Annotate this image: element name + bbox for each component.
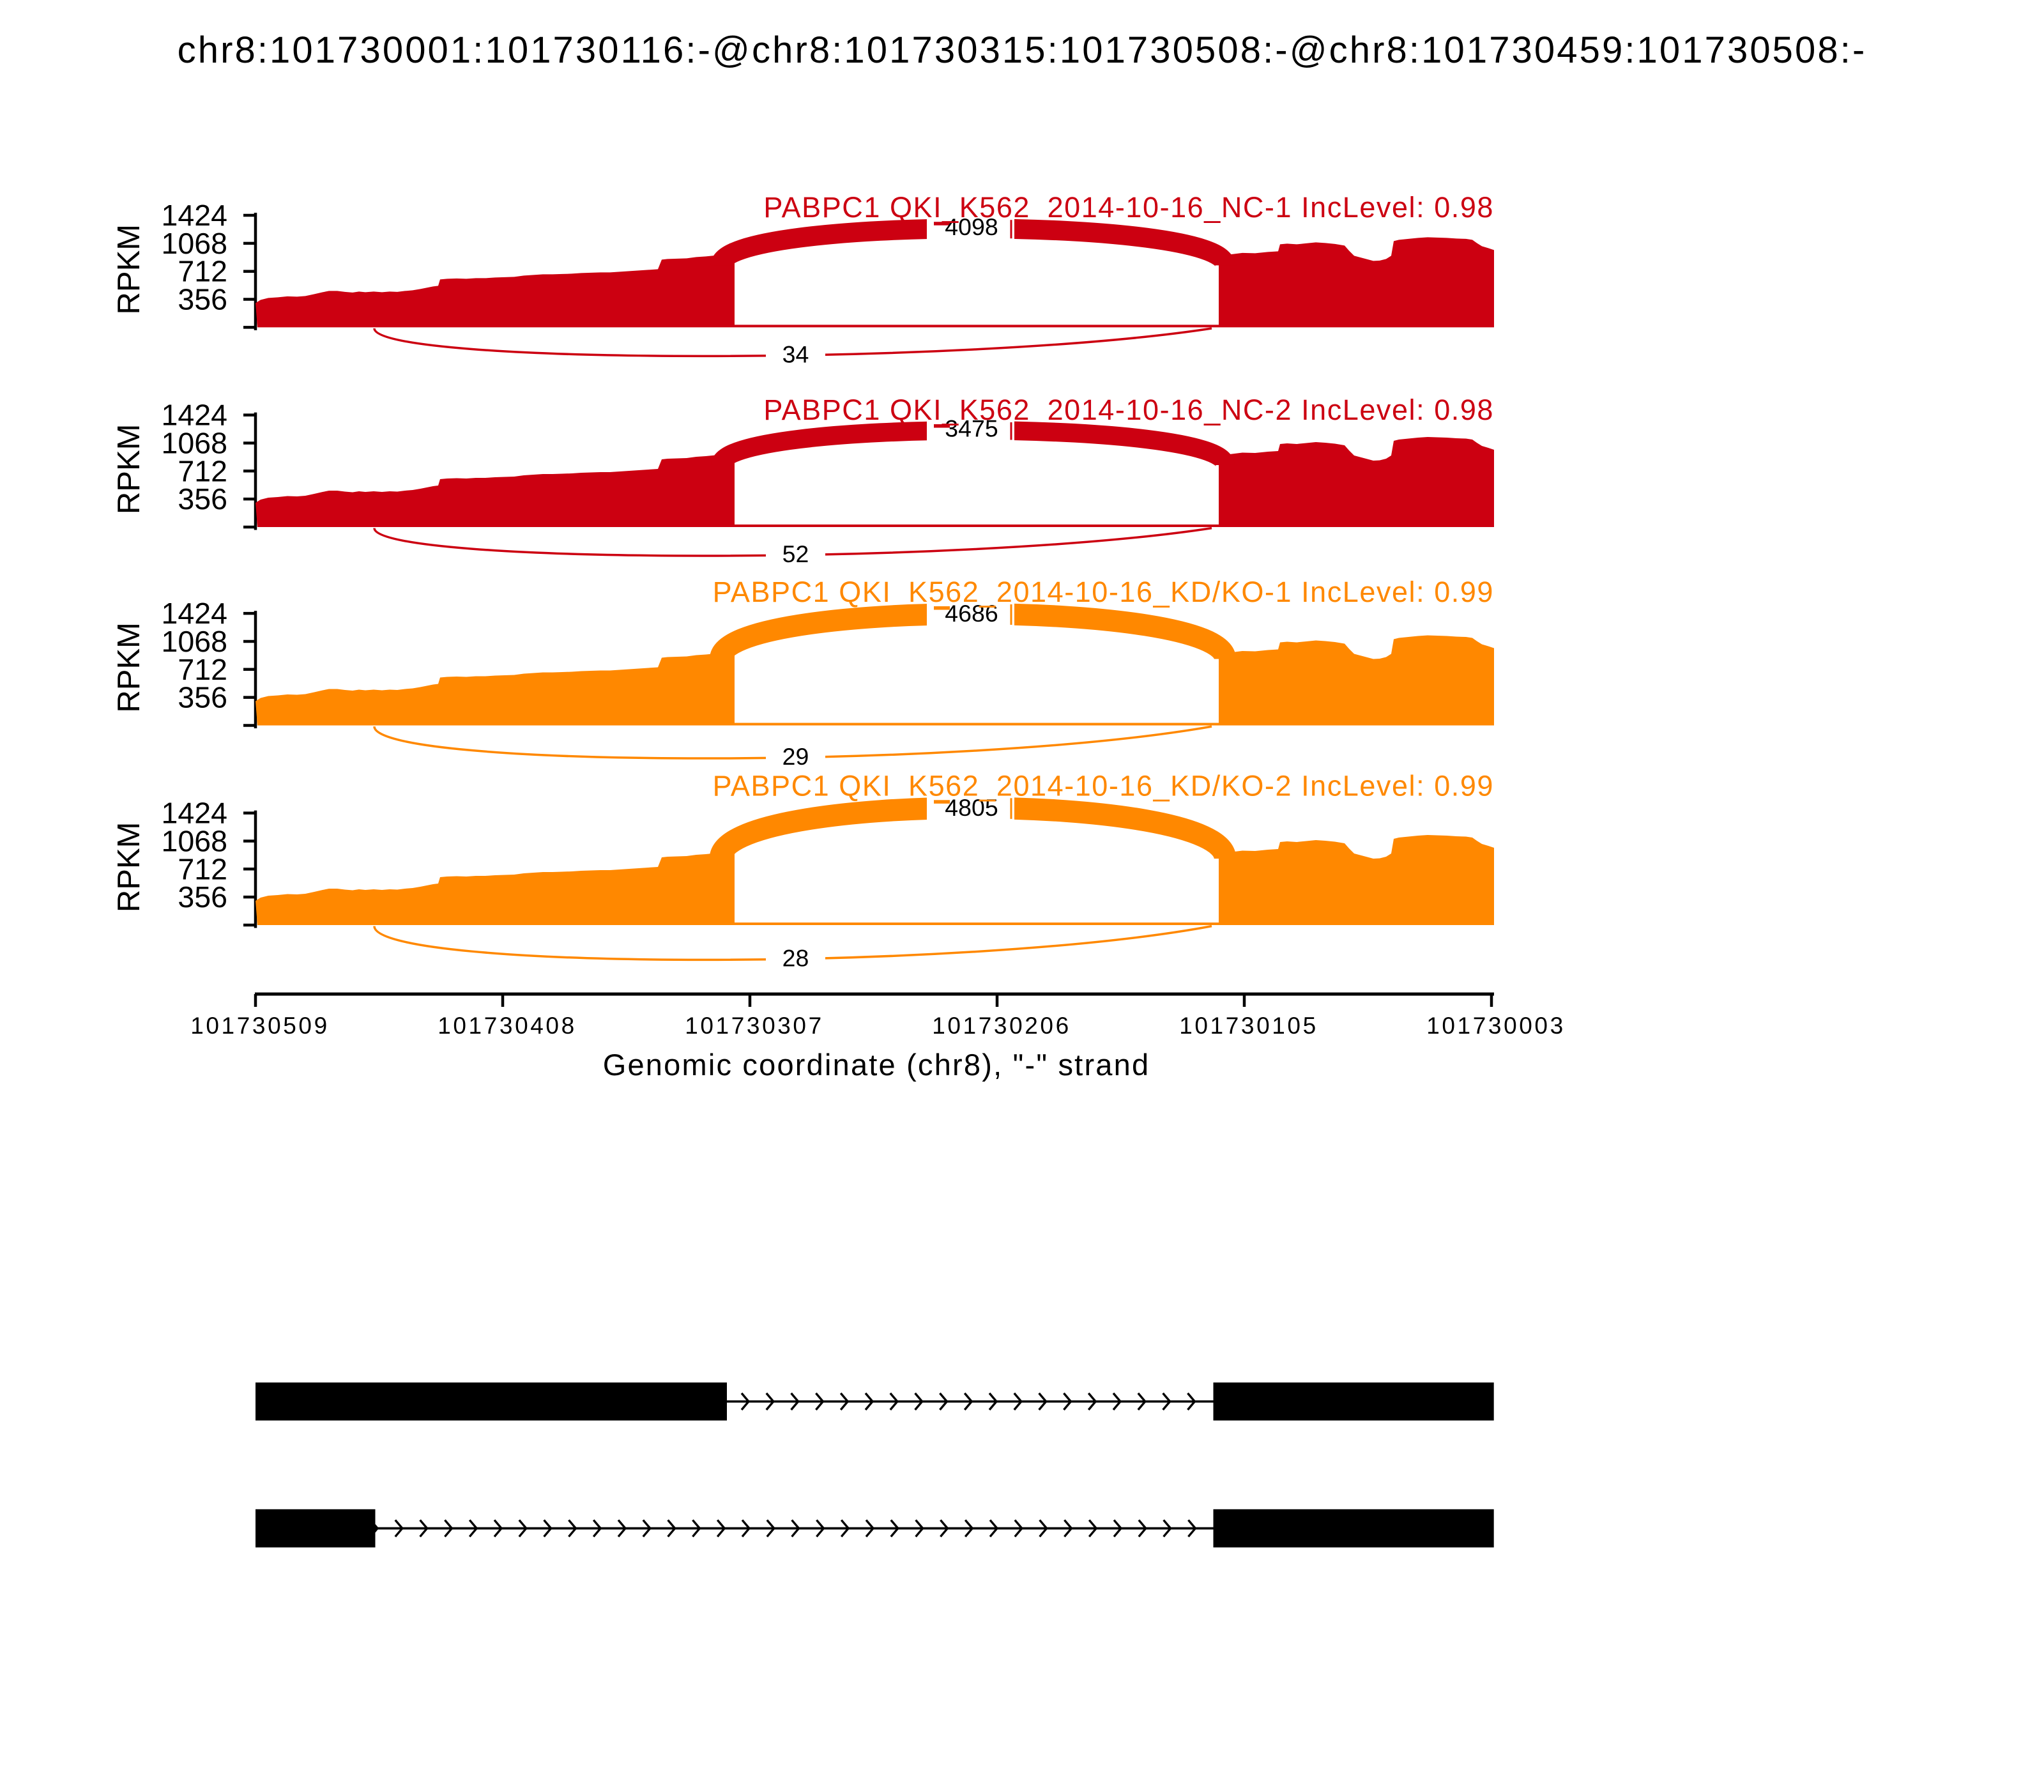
svg-text:1068: 1068: [162, 625, 227, 658]
svg-text:34: 34: [782, 341, 809, 367]
svg-text:101730003: 101730003: [1426, 1013, 1566, 1039]
svg-text:chr8:101730001:101730116:-@chr: chr8:101730001:101730116:-@chr8:10173031…: [178, 29, 1867, 71]
svg-text:PABPC1 QKI_K562_2014-10-16_KD/: PABPC1 QKI_K562_2014-10-16_KD/KO-1 IncLe…: [713, 576, 1494, 608]
svg-text:Genomic coordinate (chr8), "-": Genomic coordinate (chr8), "-" strand: [603, 1048, 1150, 1082]
svg-text:101730408: 101730408: [438, 1013, 577, 1039]
svg-text:101730105: 101730105: [1179, 1013, 1318, 1039]
svg-text:RPKM: RPKM: [112, 822, 146, 913]
svg-text:1068: 1068: [162, 426, 227, 459]
svg-text:1068: 1068: [162, 227, 227, 260]
svg-text:1424: 1424: [162, 399, 227, 432]
svg-text:RPKM: RPKM: [112, 622, 146, 713]
svg-text:356: 356: [178, 283, 227, 316]
svg-text:712: 712: [178, 255, 227, 288]
svg-text:29: 29: [782, 743, 809, 770]
svg-text:52: 52: [782, 540, 809, 567]
svg-text:PABPC1 QKI_K562_2014-10-16_KD/: PABPC1 QKI_K562_2014-10-16_KD/KO-2 IncLe…: [713, 769, 1494, 802]
svg-text:1424: 1424: [162, 199, 227, 232]
svg-text:101730307: 101730307: [685, 1013, 824, 1039]
svg-text:28: 28: [782, 945, 809, 972]
svg-text:1424: 1424: [162, 797, 227, 830]
svg-text:4686: 4686: [945, 600, 998, 627]
svg-text:RPKM: RPKM: [112, 424, 146, 515]
svg-text:101730509: 101730509: [190, 1013, 330, 1039]
svg-text:1424: 1424: [162, 597, 227, 630]
svg-text:4098: 4098: [945, 213, 998, 240]
svg-text:101730206: 101730206: [932, 1013, 1071, 1039]
svg-text:4805: 4805: [945, 794, 998, 821]
svg-text:712: 712: [178, 852, 227, 885]
svg-text:356: 356: [178, 880, 227, 914]
svg-text:3475: 3475: [945, 415, 998, 442]
svg-text:PABPC1 QKI_K562_2014-10-16_NC-: PABPC1 QKI_K562_2014-10-16_NC-2 IncLevel…: [763, 394, 1494, 426]
svg-text:712: 712: [178, 454, 227, 487]
svg-text:356: 356: [178, 482, 227, 516]
svg-text:RPKM: RPKM: [112, 224, 146, 315]
svg-text:PABPC1 QKI_K562_2014-10-16_NC-: PABPC1 QKI_K562_2014-10-16_NC-1 IncLevel…: [763, 191, 1494, 224]
svg-text:1068: 1068: [162, 824, 227, 857]
svg-text:712: 712: [178, 653, 227, 686]
svg-text:356: 356: [178, 681, 227, 714]
